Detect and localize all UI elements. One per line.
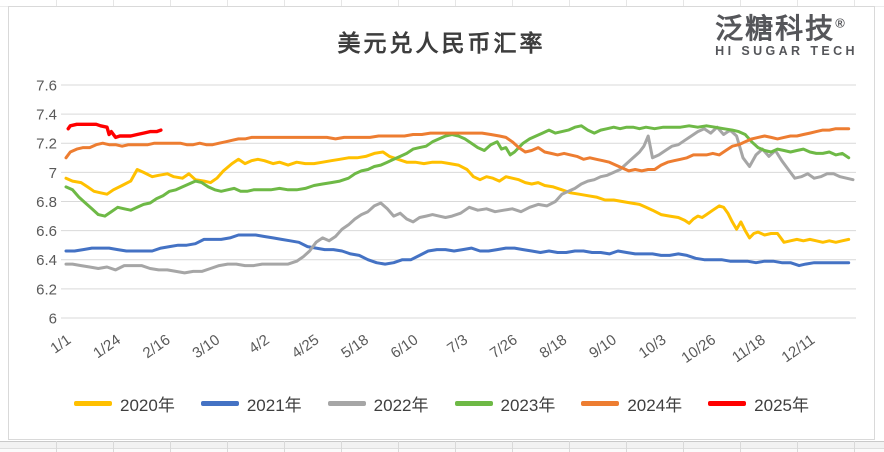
- series-line-2022年[interactable]: [64, 125, 855, 275]
- x-axis-tick-label: 11/18: [729, 331, 769, 366]
- y-axis-tick-label: 6.4: [36, 252, 57, 269]
- x-axis-tick-label: 9/10: [586, 331, 620, 362]
- x-axis-tick-label: 10/3: [636, 331, 670, 362]
- series-line-2023年[interactable]: [64, 124, 851, 218]
- y-axis-tick-label: 7: [49, 165, 57, 182]
- legend-item-2024年[interactable]: 2024年: [581, 391, 682, 416]
- legend-item-2020年[interactable]: 2020年: [74, 391, 175, 416]
- x-axis-tick-label: 4/25: [289, 331, 323, 362]
- legend-item-2025年[interactable]: 2025年: [708, 391, 809, 416]
- legend-item-2023年[interactable]: 2023年: [454, 391, 556, 416]
- y-axis-tick-label: 7.4: [36, 107, 57, 124]
- x-axis-tick-label: 7/26: [487, 331, 521, 362]
- legend-label: 2022年: [373, 396, 429, 415]
- x-axis-tick-label: 8/18: [537, 331, 571, 362]
- legend-label: 2025年: [754, 396, 809, 415]
- brand-name-text: 泛糖科技: [715, 13, 836, 44]
- x-axis-tick-label: 6/10: [388, 331, 422, 362]
- series-line-2025年[interactable]: [66, 122, 163, 140]
- series-line-2021年[interactable]: [64, 233, 851, 268]
- legend-swatch: [454, 401, 493, 406]
- registered-trademark-icon: ®: [835, 15, 845, 31]
- series-line-2024年[interactable]: [64, 127, 851, 173]
- x-axis-tick-label: 1/1: [47, 331, 74, 357]
- y-axis-tick-label: 6.8: [36, 194, 57, 211]
- x-axis-tick-label: 5/18: [338, 331, 372, 362]
- legend-label: 2020年: [120, 396, 175, 415]
- y-axis-tick-label: 6.2: [36, 281, 57, 298]
- brand-name: 泛糖科技®: [715, 14, 858, 43]
- brand-subtitle: HI SUGAR TECH: [715, 44, 858, 59]
- legend-swatch: [708, 401, 747, 406]
- legend-item-2021年[interactable]: 2021年: [200, 391, 302, 416]
- chart-legend: 2020年 2021年 2022年 2023年 2024年 2025年: [9, 391, 874, 416]
- y-axis-tick-label: 6.6: [36, 223, 57, 240]
- legend-label: 2023年: [500, 396, 556, 415]
- legend-swatch: [74, 401, 113, 406]
- y-axis-tick-label: 7.2: [36, 136, 57, 153]
- y-axis-tick-label: 7.6: [36, 78, 57, 95]
- x-axis-tick-label: 12/11: [779, 331, 819, 366]
- chart-title: 美元兑人民币汇率: [337, 30, 546, 57]
- x-axis-tick-label: 10/26: [678, 331, 719, 366]
- legend-swatch: [200, 401, 239, 406]
- chart-frame[interactable]: 美元兑人民币汇率 泛糖科技® HI SUGAR TECH 7.6 7.4 7.2 7 6…: [8, 6, 875, 440]
- legend-item-2022年[interactable]: 2022年: [327, 391, 429, 416]
- y-axis-tick-label: 6: [49, 311, 57, 328]
- spreadsheet-cell-borders: [0, 441, 884, 452]
- spreadsheet-cells-bottom: [0, 441, 884, 452]
- series-line-2020年[interactable]: [64, 150, 851, 244]
- x-axis-tick-label: 2/16: [140, 331, 174, 362]
- x-axis-tick-label: 4/2: [246, 331, 273, 357]
- legend-swatch: [581, 401, 620, 406]
- x-axis-tick-label: 7/3: [444, 331, 471, 357]
- legend-label: 2024年: [627, 396, 683, 415]
- brand-logo: 泛糖科技® HI SUGAR TECH: [715, 14, 858, 59]
- plot-area: 7.6 7.4 7.2 7 6.8 6.6 6.4 6.2 6 1/1 1/24 2/16 3/10 4/…: [36, 78, 856, 367]
- legend-swatch: [327, 401, 366, 406]
- x-axis-tick-label: 1/24: [90, 331, 124, 362]
- x-axis-tick-label: 3/10: [189, 331, 223, 362]
- legend-label: 2021年: [246, 396, 302, 415]
